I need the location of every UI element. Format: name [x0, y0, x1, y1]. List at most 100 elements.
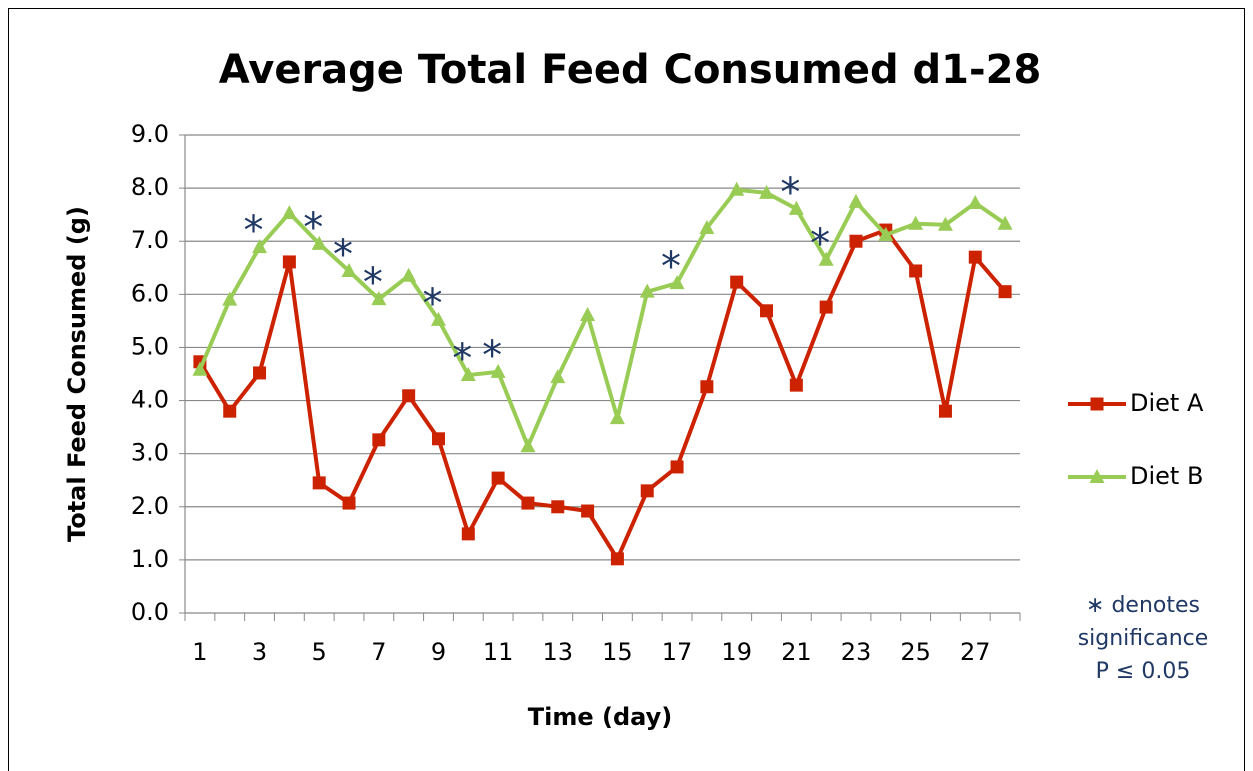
x-axis-label: Time (day) — [528, 703, 672, 731]
point — [253, 366, 267, 380]
point — [312, 476, 326, 490]
series-line — [198, 187, 1007, 449]
point — [192, 361, 208, 376]
legend-label: Diet B — [1130, 462, 1203, 490]
point — [998, 285, 1012, 299]
point — [729, 181, 745, 196]
point — [551, 500, 565, 514]
point — [759, 184, 775, 199]
point — [789, 378, 803, 392]
point — [341, 262, 357, 277]
x-tick-label: 5 — [312, 638, 327, 666]
point — [878, 226, 894, 241]
legend-label: Diet A — [1130, 389, 1204, 417]
legend-marker — [1089, 469, 1105, 483]
significance-mark: * — [780, 170, 800, 216]
point — [430, 311, 446, 326]
point — [282, 255, 296, 269]
point — [550, 369, 566, 384]
point — [491, 471, 505, 485]
point — [461, 527, 475, 541]
significance-mark: * — [422, 281, 442, 327]
point — [222, 291, 238, 306]
significance-mark: * — [452, 336, 472, 382]
point — [699, 219, 715, 234]
y-axis-label: Total Feed Consumed (g) — [63, 206, 91, 542]
significance-mark: * — [244, 208, 264, 254]
x-tick-label: 3 — [252, 638, 267, 666]
y-tick-label: 4.0 — [131, 386, 169, 414]
point — [521, 496, 535, 510]
point — [909, 264, 923, 278]
point — [311, 235, 327, 250]
x-tick-label: 19 — [721, 638, 752, 666]
significance-mark: * — [303, 205, 323, 251]
x-tick-label: 15 — [602, 638, 633, 666]
y-tick-label: 3.0 — [131, 439, 169, 467]
point — [819, 300, 833, 314]
point — [968, 250, 982, 264]
point — [938, 404, 952, 418]
point — [818, 251, 834, 266]
point — [581, 504, 595, 518]
point — [402, 389, 416, 403]
point — [609, 410, 625, 425]
x-tick-label: 9 — [431, 638, 446, 666]
point — [669, 275, 685, 290]
point — [342, 496, 356, 510]
note: significance — [1078, 626, 1209, 651]
point — [937, 216, 953, 231]
significance-mark: * — [363, 260, 383, 306]
significance-mark: * — [333, 232, 353, 278]
y-tick-label: 8.0 — [131, 173, 169, 201]
point — [281, 205, 297, 220]
note: P ≤ 0.05 — [1096, 659, 1191, 684]
y-tick-label: 9.0 — [131, 120, 169, 148]
point — [640, 484, 654, 498]
point — [700, 380, 714, 394]
point — [848, 193, 864, 208]
y-tick-label: 0.0 — [131, 598, 169, 626]
point — [788, 200, 804, 215]
significance-mark: * — [661, 244, 681, 290]
point — [967, 194, 983, 209]
point — [730, 275, 744, 289]
x-tick-label: 13 — [542, 638, 573, 666]
x-tick-label: 23 — [841, 638, 872, 666]
chart-title: Average Total Feed Consumed d1-28 — [219, 47, 1042, 93]
point — [849, 234, 863, 248]
point — [580, 307, 596, 322]
significance-mark: * — [482, 333, 502, 379]
x-tick-label: 25 — [900, 638, 931, 666]
point — [520, 438, 536, 453]
x-tick-label: 7 — [371, 638, 386, 666]
point — [670, 460, 684, 474]
point — [760, 304, 774, 318]
x-tick-label: 21 — [781, 638, 812, 666]
point — [908, 215, 924, 230]
y-tick-label: 6.0 — [131, 279, 169, 307]
point — [372, 433, 386, 447]
point — [490, 363, 506, 378]
y-tick-label: 7.0 — [131, 226, 169, 254]
series-line — [198, 228, 1007, 561]
point — [431, 432, 445, 446]
point — [997, 215, 1013, 230]
frame — [8, 8, 1245, 771]
point — [371, 291, 387, 306]
significance-mark: * — [810, 221, 830, 267]
y-tick-label: 5.0 — [131, 332, 169, 360]
point — [639, 283, 655, 298]
x-tick-label: 11 — [483, 638, 514, 666]
point — [252, 239, 268, 254]
x-tick-label: 1 — [192, 638, 207, 666]
legend-marker — [1090, 397, 1104, 411]
point — [223, 404, 237, 418]
point — [401, 267, 417, 282]
y-tick-label: 2.0 — [131, 492, 169, 520]
x-tick-label: 27 — [960, 638, 991, 666]
note: ∗ denotes — [1086, 593, 1200, 618]
point — [610, 552, 624, 566]
point — [460, 367, 476, 382]
